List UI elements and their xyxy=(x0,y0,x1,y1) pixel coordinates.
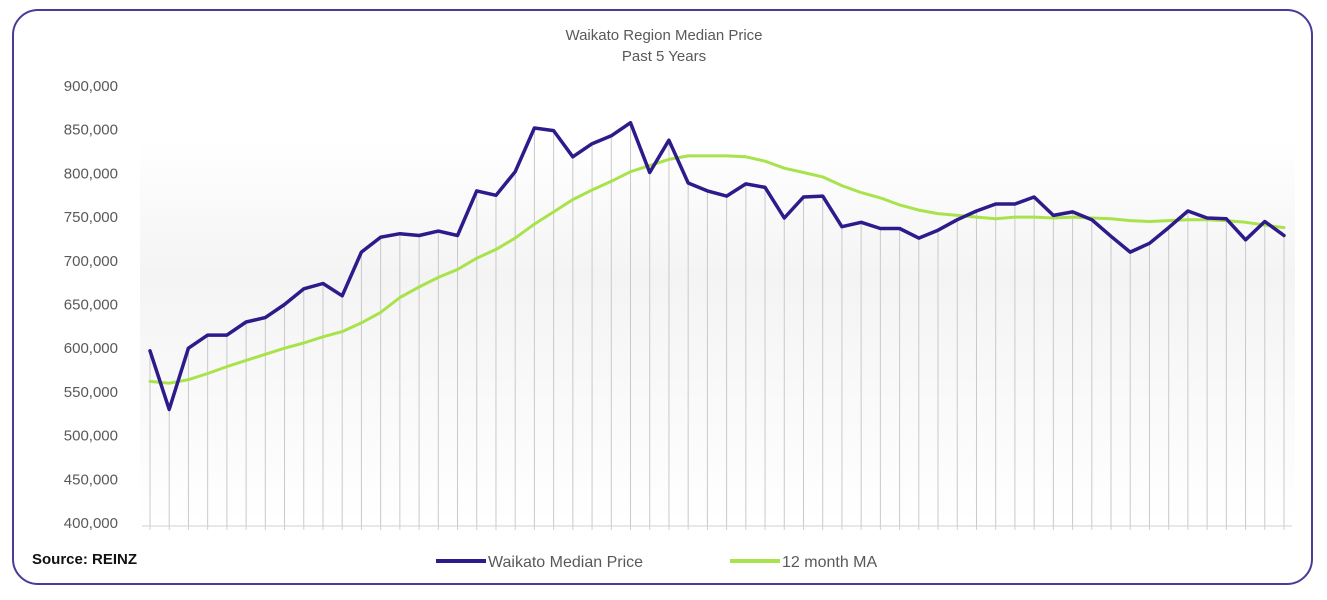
series-lines xyxy=(148,120,1286,412)
y-tick-label: 700,000 xyxy=(64,253,118,270)
y-tick-label: 800,000 xyxy=(64,165,118,182)
y-tick-label: 400,000 xyxy=(64,515,118,532)
chart-subtitle: Past 5 Years xyxy=(622,48,706,65)
y-tick-label: 500,000 xyxy=(64,428,118,445)
y-axis: 400,000 450,000 500,000 550,000 600,000 650,0… xyxy=(64,78,118,532)
source-note: Source: REINZ xyxy=(32,551,138,568)
drop-lines xyxy=(149,122,1285,526)
plot-background xyxy=(140,140,1295,525)
y-tick-label: 550,000 xyxy=(64,384,118,401)
legend-median-label: Waikato Median Price xyxy=(488,554,643,571)
legend: Waikato Median Price 12 month MA xyxy=(436,554,877,571)
y-tick-label: 750,000 xyxy=(64,209,118,226)
y-tick-label: 450,000 xyxy=(64,471,118,488)
chart-title: Waikato Region Median Price xyxy=(565,27,762,44)
series-line-12-month-ma xyxy=(148,154,1286,385)
y-tick-label: 650,000 xyxy=(64,297,118,314)
y-tick-label: 900,000 xyxy=(64,78,118,95)
y-tick-label: 850,000 xyxy=(64,122,118,139)
x-axis xyxy=(142,525,1292,530)
legend-ma-label: 12 month MA xyxy=(782,554,877,571)
series-line-median-price xyxy=(148,120,1286,412)
y-tick-label: 600,000 xyxy=(64,340,118,357)
